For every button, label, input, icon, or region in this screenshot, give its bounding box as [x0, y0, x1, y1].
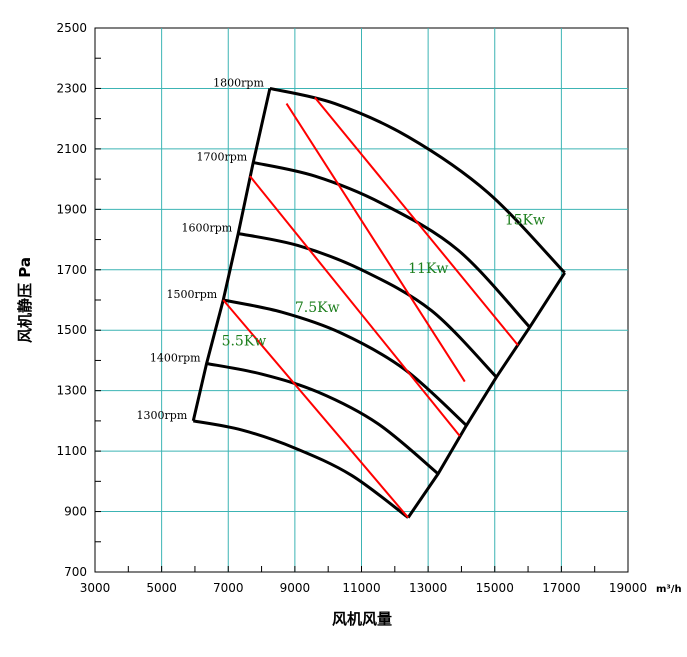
- power-label: 11Kw: [408, 261, 448, 277]
- y-tick-label: 1900: [56, 202, 87, 216]
- speed-curves: [191, 86, 566, 519]
- y-axis-label: 风机静压 Pa: [16, 257, 34, 343]
- speed-curve-1700rpm: [252, 161, 531, 329]
- rpm-label: 1300rpm: [137, 409, 188, 422]
- y-tick-label: 2500: [56, 21, 87, 35]
- power-line-11Kw: [285, 103, 466, 383]
- speed-curve-1400rpm: [206, 361, 440, 475]
- power-line-15Kw: [314, 96, 519, 346]
- y-tick-label: 2300: [56, 81, 87, 95]
- power-label: 5.5Kw: [222, 333, 267, 349]
- y-tick-label: 1100: [56, 444, 87, 458]
- y-tick-label: 700: [64, 565, 87, 579]
- speed-curve-1500rpm: [222, 298, 468, 427]
- speed-curve-1800rpm: [269, 86, 566, 274]
- speed-curve-1300rpm: [192, 419, 410, 519]
- power-label: 7.5Kw: [295, 300, 340, 316]
- x-tick-label: 13000: [409, 581, 447, 595]
- x-axis-unit: m³/h: [656, 584, 682, 595]
- x-tick-label: 11000: [342, 581, 380, 595]
- x-tick-label: 19000: [609, 581, 647, 595]
- power-line-7.5Kw: [249, 175, 461, 437]
- tick-labels: 3000 5000 7000 9000 11000 13000 15000 17000 1900…: [56, 21, 647, 595]
- rpm-label: 1800rpm: [213, 76, 264, 89]
- x-axis-label: 风机风量: [332, 610, 392, 628]
- x-tick-label: 15000: [476, 581, 514, 595]
- x-tick-label: 9000: [280, 581, 311, 595]
- left-boundary: [191, 88, 272, 422]
- x-tick-label: 5000: [146, 581, 177, 595]
- y-tick-label: 2100: [56, 142, 87, 156]
- rpm-label: 1700rpm: [197, 150, 248, 163]
- y-tick-label: 1500: [56, 323, 87, 337]
- x-tick-label: 3000: [80, 581, 111, 595]
- power-lines: [222, 96, 519, 519]
- power-label: 15Kw: [505, 212, 545, 228]
- rpm-label: 1500rpm: [167, 288, 218, 301]
- y-tick-label: 1300: [56, 384, 87, 398]
- x-tick-label: 7000: [213, 581, 244, 595]
- speed-curve-1600rpm: [237, 232, 498, 379]
- annotation-labels: 1300rpm 1400rpm 1500rpm 1600rpm 1700rpm 1800r…: [137, 76, 545, 421]
- rpm-label: 1600rpm: [182, 222, 233, 235]
- power-line-5.5Kw: [222, 299, 409, 519]
- rpm-label: 1400rpm: [150, 351, 201, 364]
- y-tick-label: 1700: [56, 263, 87, 277]
- right-boundary: [406, 271, 566, 519]
- x-tick-label: 17000: [542, 581, 580, 595]
- y-tick-label: 900: [64, 505, 87, 519]
